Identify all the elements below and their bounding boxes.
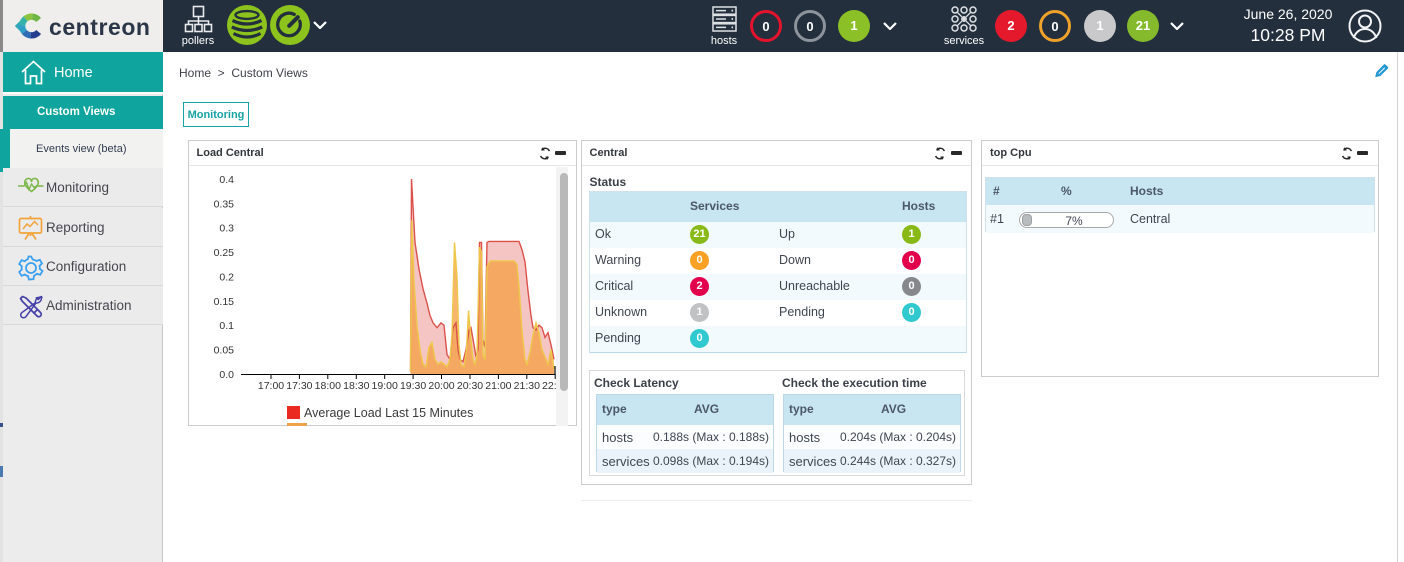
svg-text:17:30: 17:30 (286, 380, 312, 392)
svg-text:Average Load Last 15 Minutes: Average Load Last 15 Minutes (304, 406, 473, 420)
svg-text:21:30: 21:30 (514, 380, 540, 392)
svg-text:0.0: 0.0 (219, 369, 234, 381)
svg-text:20:00: 20:00 (428, 380, 454, 392)
svg-text:21:00: 21:00 (485, 380, 511, 392)
svg-text:17:00: 17:00 (258, 380, 284, 392)
svg-text:0.05: 0.05 (214, 345, 235, 357)
svg-text:18:30: 18:30 (343, 380, 369, 392)
svg-text:0.1: 0.1 (219, 320, 234, 332)
svg-text:0.15: 0.15 (214, 296, 235, 308)
svg-text:0.35: 0.35 (214, 198, 235, 210)
svg-text:19:30: 19:30 (400, 380, 426, 392)
svg-text:19:00: 19:00 (372, 380, 398, 392)
svg-text:0.25: 0.25 (214, 247, 235, 259)
svg-text:18:00: 18:00 (315, 380, 341, 392)
svg-text:0.3: 0.3 (219, 223, 234, 235)
svg-text:0.2: 0.2 (219, 271, 234, 283)
svg-text:22:00: 22:00 (542, 380, 557, 392)
svg-text:0.4: 0.4 (219, 174, 234, 186)
svg-text:20:30: 20:30 (457, 380, 483, 392)
